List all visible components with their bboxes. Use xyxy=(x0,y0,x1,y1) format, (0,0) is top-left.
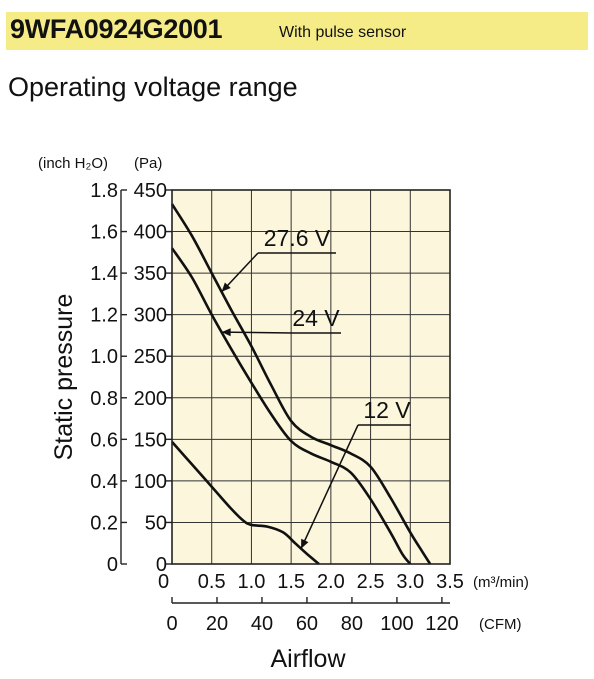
x-tick-label-m3: 0 xyxy=(158,571,169,593)
series-callouts: 27.6 V 24 V 12 V xyxy=(221,225,411,549)
y-tick-label-inch: 1.0 xyxy=(90,346,118,368)
y-tick-label-inch: 1.6 xyxy=(90,222,118,244)
y-tick-label-inch: 0.8 xyxy=(90,388,118,410)
y-tick-label-pa: 150 xyxy=(134,429,167,451)
y-tick-label-inch: 1.8 xyxy=(90,180,118,202)
x-tick-label-m3: 2.0 xyxy=(317,571,345,593)
series-label: 27.6 V xyxy=(264,225,331,251)
x-units-cfm: (CFM) xyxy=(479,616,521,633)
x-tick-label-m3: 1.0 xyxy=(238,571,266,593)
y-tick-label-pa: 0 xyxy=(156,554,167,576)
x-tick-label-cfm: 60 xyxy=(296,613,318,635)
y-tick-label-inch: 1.2 xyxy=(90,305,118,327)
y-tick-label-pa: 50 xyxy=(145,512,167,534)
x-tick-label-m3: 1.5 xyxy=(277,571,305,593)
callout-leader xyxy=(221,331,294,334)
y-tick-label-pa: 100 xyxy=(134,471,167,493)
y-tick-label-pa: 400 xyxy=(134,222,167,244)
x-tick-label-m3: 2.5 xyxy=(357,571,385,593)
x-tick-label-m3: 3.0 xyxy=(396,571,424,593)
model-number: 9WFA0924G2001 xyxy=(10,14,223,44)
grid-lines xyxy=(172,190,450,564)
y-tick-label-pa: 250 xyxy=(134,346,167,368)
y-tick-label-inch: 0.2 xyxy=(90,512,118,534)
y-tick-label-inch: 0 xyxy=(107,554,118,576)
y-units-inch: (inch H₂O) xyxy=(38,155,108,172)
curves xyxy=(170,203,432,565)
callout-arrowhead xyxy=(221,328,231,337)
x-axis-title: Airflow xyxy=(270,645,346,673)
x-tick-label-cfm: 80 xyxy=(341,613,363,635)
x-tick-label-cfm: 100 xyxy=(380,613,413,635)
model-header-bar xyxy=(6,12,588,50)
y-tick-label-pa: 450 xyxy=(134,180,167,202)
y-tick-label-inch: 0.4 xyxy=(90,471,118,493)
section-title: Operating voltage range xyxy=(8,72,298,102)
x-tick-label-cfm: 40 xyxy=(251,613,273,635)
curve-line xyxy=(170,203,432,565)
series-label: 12 V xyxy=(363,397,411,423)
x-tick-label-cfm: 120 xyxy=(425,613,458,635)
callout-arrowhead xyxy=(301,538,309,549)
axes xyxy=(120,189,451,604)
x-tick-label-m3: 0.5 xyxy=(198,571,226,593)
y-tick-label-pa: 200 xyxy=(134,388,167,410)
series-label: 24 V xyxy=(292,305,340,331)
curve-line xyxy=(171,440,320,565)
curve-line xyxy=(170,247,412,565)
y-tick-label-inch: 1.4 xyxy=(90,263,118,285)
plot-frame xyxy=(171,189,451,565)
y-units-pa: (Pa) xyxy=(134,155,162,172)
callout-leader xyxy=(300,424,359,549)
y-tick-label-inch: 0.6 xyxy=(90,429,118,451)
y-tick-label-pa: 300 xyxy=(134,305,167,327)
y-axis-title: Static pressure xyxy=(50,294,78,461)
model-subtitle: With pulse sensor xyxy=(279,24,407,41)
x-tick-label-cfm: 0 xyxy=(166,613,177,635)
y-tick-label-pa: 350 xyxy=(134,263,167,285)
x-tick-label-m3: 3.5 xyxy=(436,571,464,593)
callout-arrowhead xyxy=(221,282,231,292)
x-tick-label-cfm: 20 xyxy=(206,613,228,635)
x-units-m3: (m³/min) xyxy=(473,574,529,591)
